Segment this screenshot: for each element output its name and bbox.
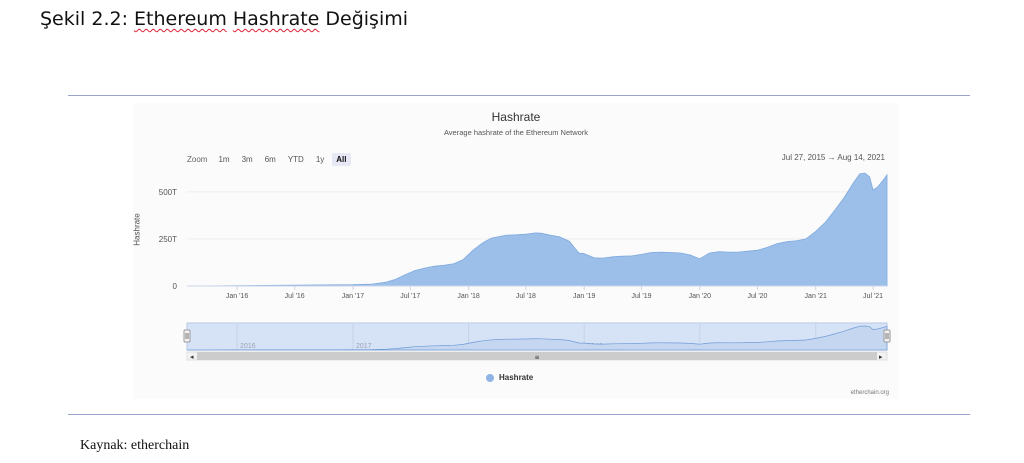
- scrollbar-thumb[interactable]: [197, 352, 877, 360]
- credit-link[interactable]: etherchain.org: [850, 390, 889, 396]
- top-divider: [68, 95, 970, 96]
- figure-caption: Şekil 2.2: Ethereum Hashrate Değişimi: [40, 8, 408, 30]
- legend-label: Hashrate: [499, 373, 534, 382]
- x-tick-label: Jul '16: [285, 293, 305, 300]
- legend-dot-icon: [486, 373, 494, 382]
- x-tick-label: Jan '16: [226, 293, 248, 300]
- series-hashrate-area: [186, 172, 888, 287]
- x-tick-label: Jul '18: [516, 293, 536, 300]
- scroll-right-arrow-icon[interactable]: ▸: [879, 353, 883, 361]
- x-tick-label: Jan '21: [805, 293, 827, 300]
- caption-word-hashrate: Hashrate: [232, 8, 320, 30]
- scroll-left-arrow-icon[interactable]: ◂: [190, 353, 194, 361]
- navigator-handle-left[interactable]: [183, 329, 191, 343]
- zoom-button-1m[interactable]: 1m: [218, 155, 230, 164]
- x-tick-label: Jul '20: [747, 293, 767, 300]
- date-range: Jul 27, 2015 → Aug 14, 2021: [782, 153, 885, 162]
- zoom-button-all[interactable]: All: [332, 153, 351, 166]
- x-tick-label: Jan '19: [573, 293, 595, 300]
- y-tick-label: 250T: [159, 235, 177, 244]
- bottom-divider: [68, 414, 970, 415]
- caption-prefix: Şekil 2.2:: [40, 8, 135, 30]
- chart-subtitle: Average hashrate of the Ethereum Network: [443, 128, 589, 137]
- range-arrow-icon: →: [827, 153, 836, 162]
- x-tick-label: Jul '17: [400, 293, 420, 300]
- chart-panel: Hashrate Average hashrate of the Ethereu…: [133, 103, 899, 399]
- x-tick-label: Jan '17: [342, 293, 364, 300]
- range-start[interactable]: Jul 27, 2015: [781, 153, 826, 162]
- chart-title: Hashrate: [491, 110, 541, 124]
- source-note: Kaynak: etherchain: [80, 438, 190, 453]
- x-tick-label: Jan '20: [689, 293, 711, 300]
- zoom-button-3m[interactable]: 3m: [241, 155, 253, 164]
- x-tick-label: Jul '19: [632, 293, 652, 300]
- zoom-label: Zoom: [187, 155, 208, 164]
- legend[interactable]: Hashrate: [486, 373, 533, 382]
- y-tick-label: 0: [173, 282, 178, 291]
- zoom-button-ytd[interactable]: YTD: [287, 155, 304, 164]
- chart-canvas: 0 250T 500T Jan '16 Jul '16 Jan '17 Jul '17 Jan…: [159, 172, 891, 361]
- navigator-handle-right[interactable]: [883, 329, 891, 343]
- zoom-button-1y[interactable]: 1y: [315, 155, 325, 164]
- navigator-year-label: 2017: [356, 343, 372, 350]
- range-end[interactable]: Aug 14, 2021: [837, 153, 885, 162]
- x-tick-label: Jul '21: [863, 293, 883, 300]
- y-tick-label: 500T: [159, 188, 177, 197]
- caption-word-ethereum: Ethereum: [134, 8, 227, 30]
- zoom-bar: Zoom 1m 3m 6m YTD 1y All: [187, 153, 355, 166]
- navigator-series-area: [187, 325, 888, 351]
- scroll-grip-icon: ≡: [534, 354, 539, 361]
- navigator-year-label: 2016: [240, 343, 256, 350]
- caption-suffix: Değişimi: [319, 8, 409, 30]
- x-tick-label: Jan '18: [457, 293, 479, 300]
- zoom-button-6m[interactable]: 6m: [264, 155, 276, 164]
